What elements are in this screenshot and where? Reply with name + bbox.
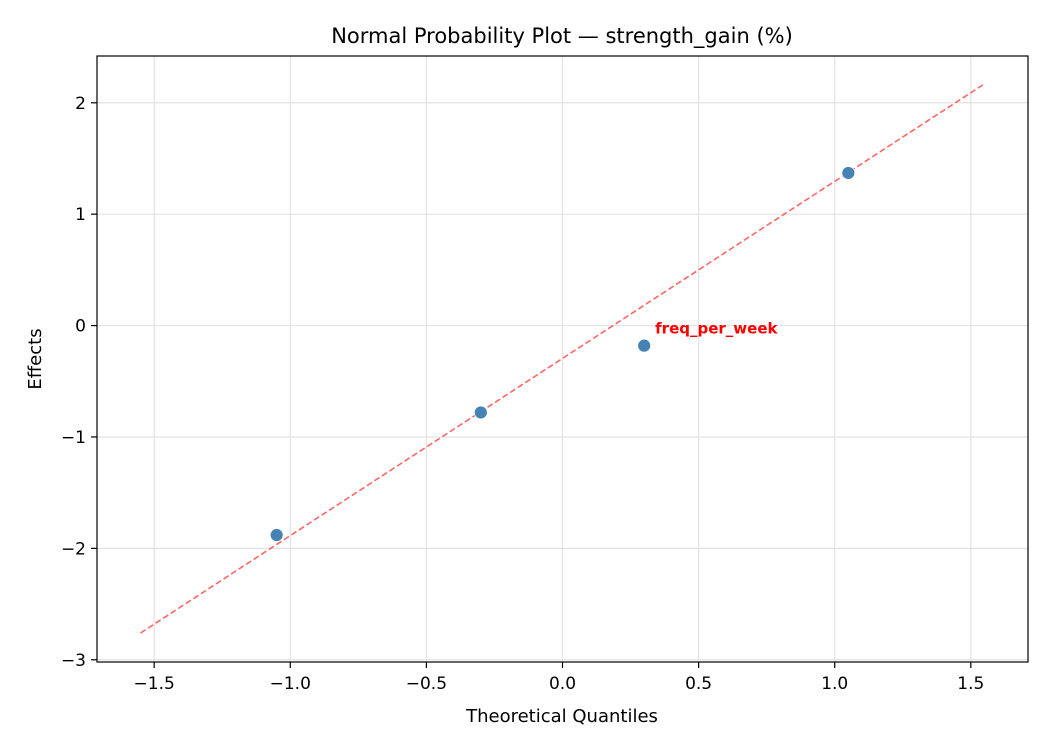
grid bbox=[97, 56, 1028, 662]
y-axis-label: Effects bbox=[25, 328, 46, 389]
y-tick-label: −2 bbox=[61, 539, 86, 559]
x-tick-label: 1.0 bbox=[821, 674, 848, 694]
x-tick-label: −0.5 bbox=[406, 674, 447, 694]
data-point bbox=[473, 405, 488, 420]
chart-title: Normal Probability Plot — strength_gain … bbox=[331, 24, 793, 49]
x-tick-label: −1.5 bbox=[134, 674, 175, 694]
y-tick-label: 2 bbox=[75, 94, 86, 114]
x-tick-label: 0.5 bbox=[685, 674, 712, 694]
x-axis-ticks: −1.5 −1.0 −0.5 0.0 0.5 1.0 1.5 bbox=[134, 662, 984, 694]
x-tick-label: 0.0 bbox=[549, 674, 576, 694]
data-point bbox=[841, 166, 856, 180]
y-tick-label: −1 bbox=[61, 428, 86, 448]
data-point bbox=[637, 338, 652, 353]
x-tick-label: 1.5 bbox=[957, 674, 984, 694]
y-tick-label: 1 bbox=[75, 205, 86, 225]
x-tick-label: −1.0 bbox=[270, 674, 311, 694]
y-tick-label: −3 bbox=[61, 651, 86, 671]
data-point bbox=[269, 528, 284, 542]
points-group: freq_per_week bbox=[269, 166, 856, 542]
y-axis-ticks: −3 −2 −1 0 1 2 bbox=[61, 94, 97, 671]
point-annotation: freq_per_week bbox=[655, 320, 778, 338]
y-tick-label: 0 bbox=[75, 317, 86, 337]
x-axis-label: Theoretical Quantiles bbox=[465, 706, 658, 727]
